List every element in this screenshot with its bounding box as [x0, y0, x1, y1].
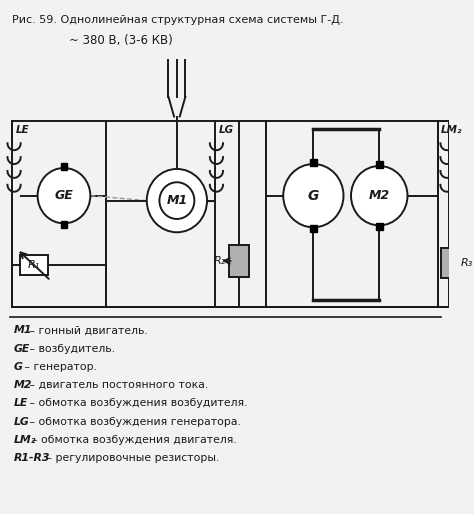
- Text: – возбудитель.: – возбудитель.: [27, 343, 115, 354]
- Circle shape: [147, 169, 207, 232]
- Text: R₂: R₂: [214, 256, 226, 266]
- Bar: [228, 245, 249, 277]
- Text: GE: GE: [55, 189, 73, 202]
- Text: LG: LG: [219, 125, 233, 135]
- Text: R₃: R₃: [461, 258, 474, 268]
- Circle shape: [37, 168, 91, 224]
- Text: – обмотка возбуждения генератора.: – обмотка возбуждения генератора.: [27, 417, 241, 427]
- Circle shape: [351, 166, 408, 225]
- Text: – обмотка возбуждения двигателя.: – обмотка возбуждения двигателя.: [32, 435, 237, 445]
- Bar: [376, 161, 383, 168]
- Text: M2: M2: [369, 189, 390, 202]
- Text: LM₂: LM₂: [14, 435, 36, 445]
- Circle shape: [283, 164, 344, 227]
- Text: M2: M2: [14, 380, 33, 390]
- Text: R₁: R₁: [27, 260, 40, 270]
- Bar: [310, 159, 317, 166]
- Text: LM₂: LM₂: [440, 125, 462, 135]
- Text: – регулировочные резисторы.: – регулировочные резисторы.: [43, 453, 219, 463]
- Text: – гонный двигатель.: – гонный двигатель.: [27, 325, 148, 335]
- Text: G: G: [14, 362, 23, 372]
- Bar: [310, 225, 317, 232]
- Text: LE: LE: [14, 398, 28, 409]
- Text: LE: LE: [16, 125, 30, 135]
- Bar: [376, 224, 383, 230]
- Text: – двигатель постоянного тока.: – двигатель постоянного тока.: [27, 380, 209, 390]
- Text: ~ 380 В, (3-6 КВ): ~ 380 В, (3-6 КВ): [69, 34, 173, 47]
- Text: – генератор.: – генератор.: [21, 362, 97, 372]
- Bar: [441, 248, 456, 278]
- Text: Рис. 59. Однолинейная структурная схема системы Г-Д.: Рис. 59. Однолинейная структурная схема …: [12, 14, 344, 25]
- Text: R1-R3: R1-R3: [14, 453, 51, 463]
- Text: M1: M1: [14, 325, 33, 335]
- Text: – обмотка возбуждения возбудителя.: – обмотка возбуждения возбудителя.: [27, 398, 248, 409]
- Bar: [61, 163, 67, 170]
- Text: M1: M1: [166, 194, 188, 207]
- Text: LG: LG: [14, 417, 30, 427]
- Bar: [20, 255, 48, 275]
- Text: GE: GE: [14, 343, 30, 354]
- Text: G: G: [308, 189, 319, 203]
- Bar: [61, 222, 67, 228]
